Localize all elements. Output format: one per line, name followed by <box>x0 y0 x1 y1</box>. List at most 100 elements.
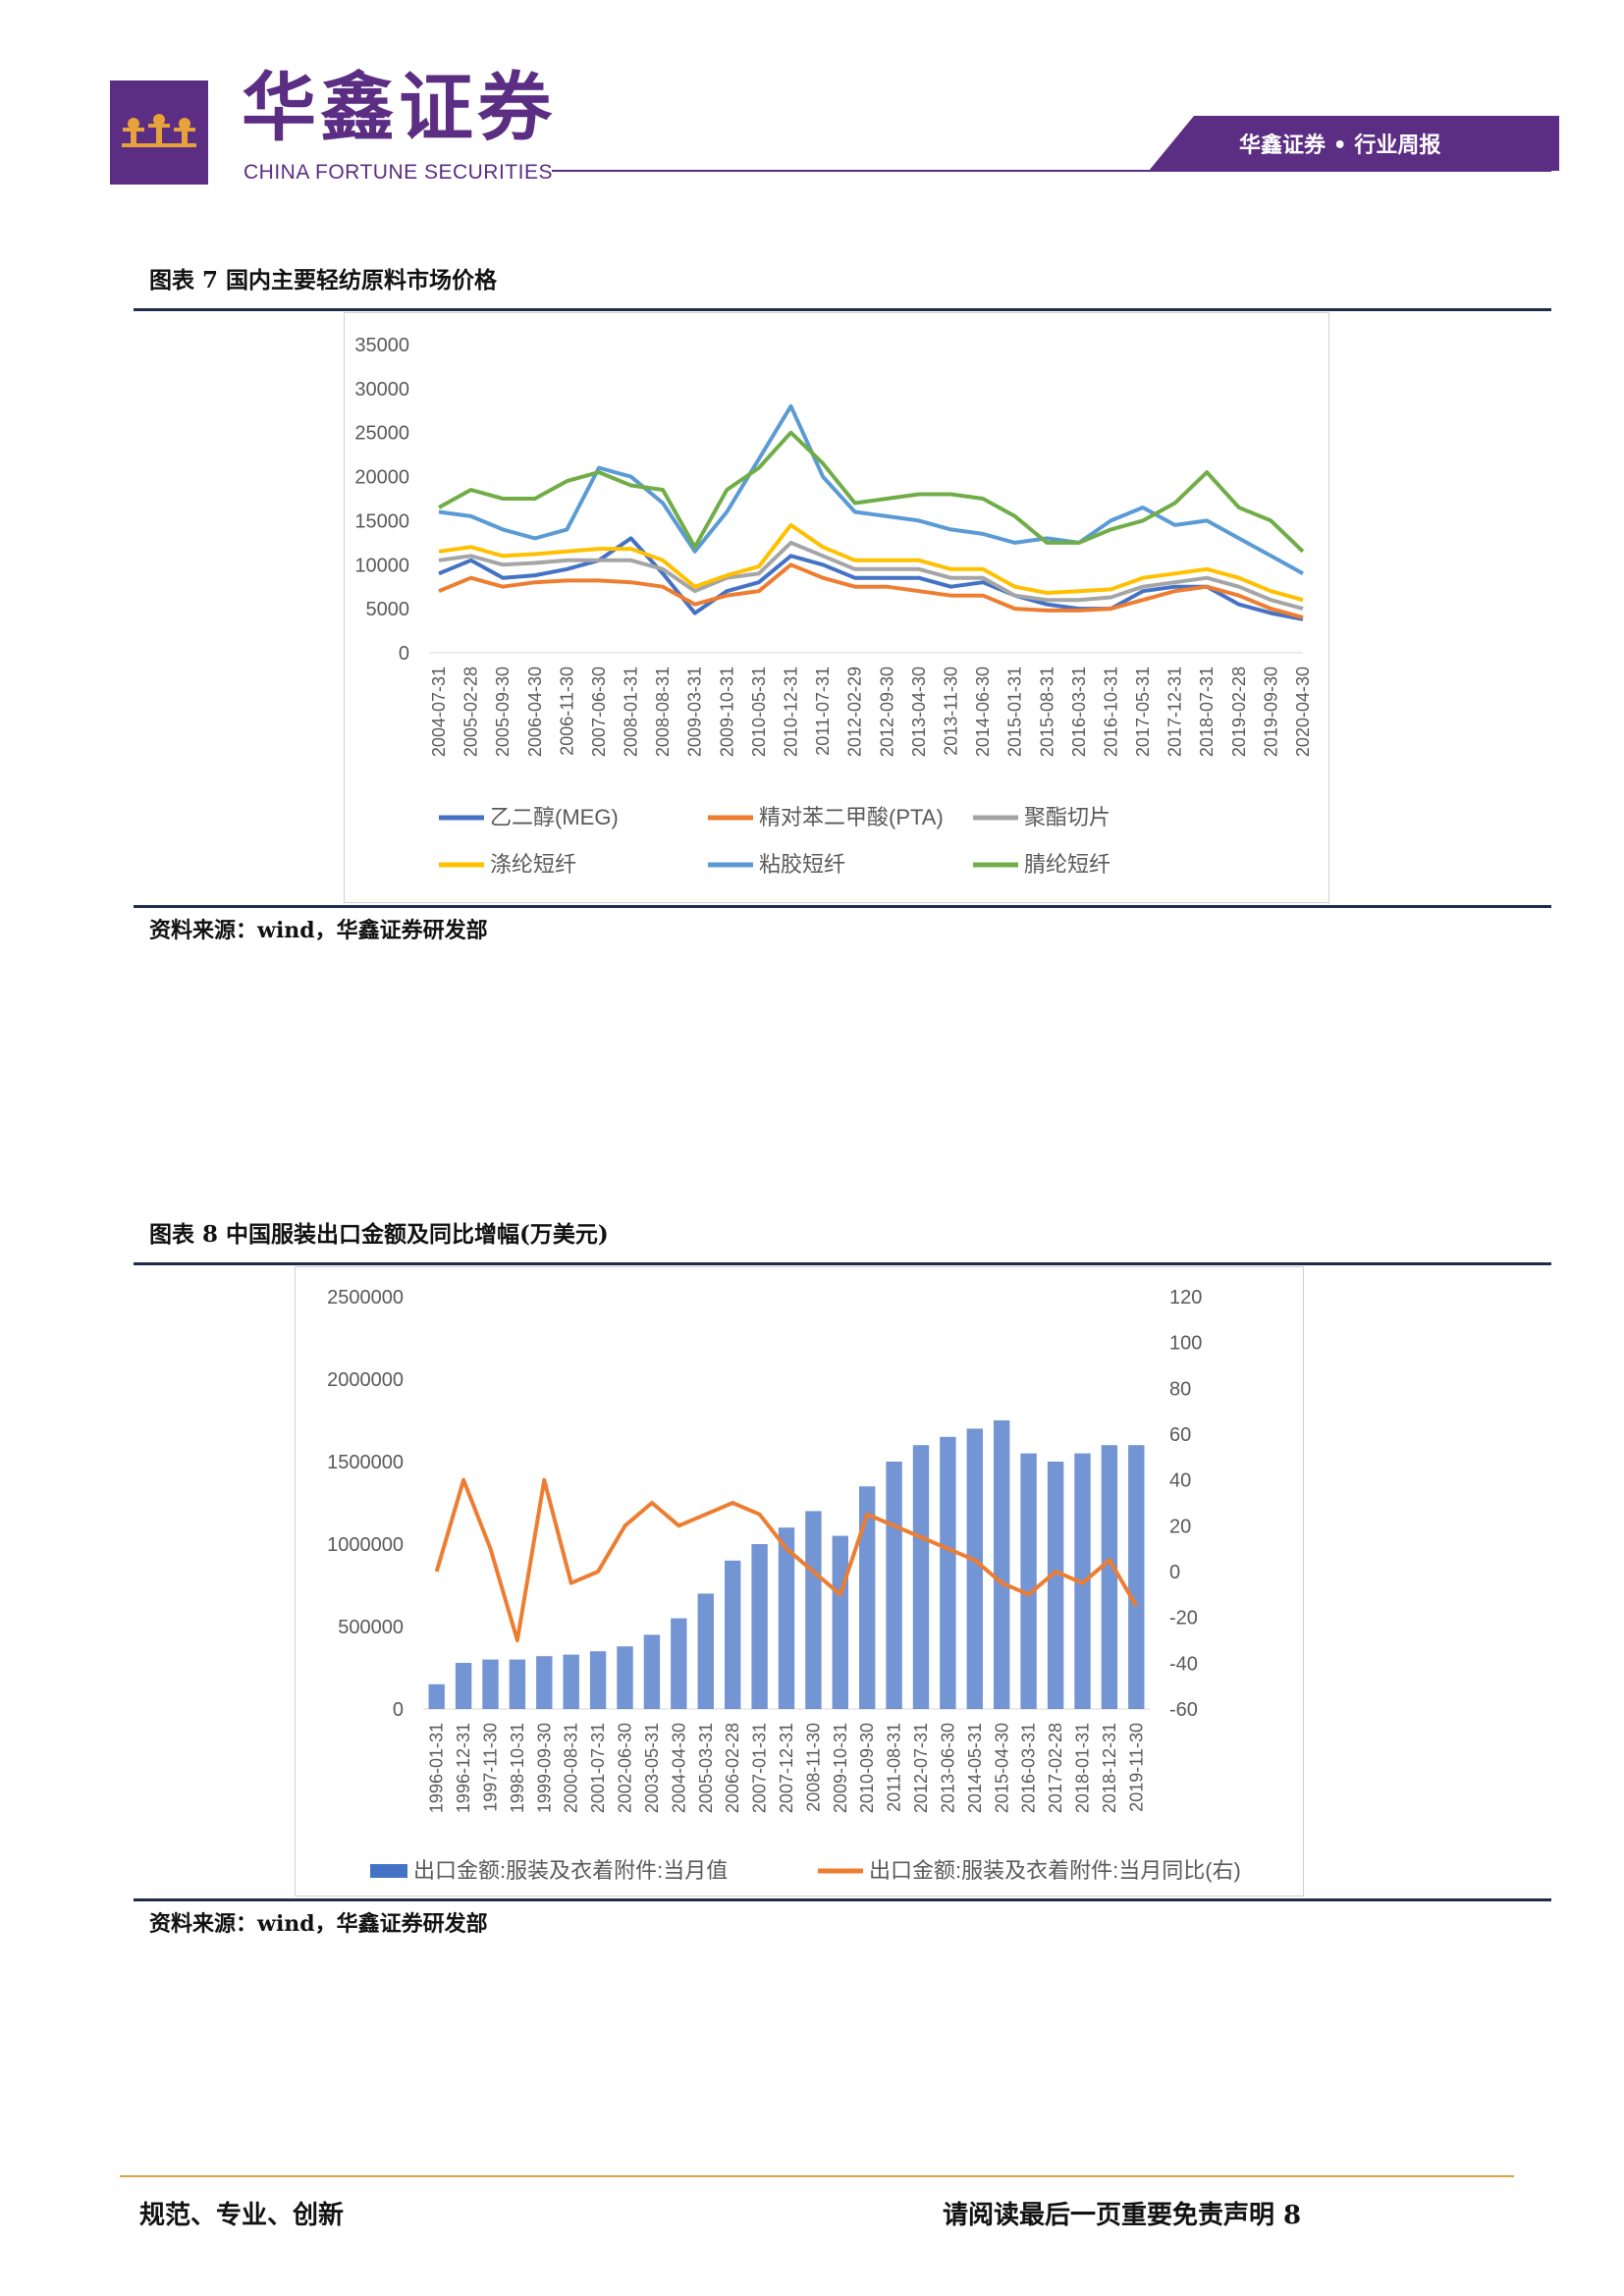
figure-8-bottom-rule <box>134 1898 1551 1901</box>
x-tick-label: 2019-09-30 <box>1261 667 1280 757</box>
x-tick-label: 2008-08-31 <box>653 667 673 757</box>
bar <box>1020 1453 1037 1709</box>
series-line-6 <box>438 430 1305 554</box>
bar <box>966 1428 983 1709</box>
figure-7-title: 图表 7 国内主要轻纺原料市场价格 <box>149 267 498 294</box>
series-line-5 <box>438 403 1304 576</box>
x-tick-label: 2003-05-31 <box>642 1723 662 1813</box>
y-right-tick-label: 120 <box>1169 1287 1202 1308</box>
x-tick-label: 2010-09-30 <box>857 1723 877 1813</box>
y-left-tick-label: 1500000 <box>327 1452 404 1473</box>
legend-label-line: 出口金额:服装及衣着附件:当月同比(右) <box>869 1858 1241 1883</box>
x-tick-label: 1996-01-31 <box>427 1723 447 1813</box>
y-right-tick-label: 0 <box>1169 1562 1180 1583</box>
figure-7-source: 资料来源：wind，华鑫证券研发部 <box>149 918 488 943</box>
x-tick-label: 2006-02-28 <box>723 1723 742 1813</box>
bar <box>643 1634 661 1709</box>
report-type-label: 华鑫证券 • 行业周报 <box>1239 133 1441 158</box>
x-tick-label: 1999-09-30 <box>534 1723 554 1813</box>
y-tick-label: 10000 <box>354 555 409 576</box>
bar <box>455 1663 472 1709</box>
x-tick-label: 2017-05-31 <box>1133 667 1153 757</box>
x-tick-label: 2005-02-28 <box>461 667 481 757</box>
x-tick-label: 2007-01-31 <box>750 1723 770 1813</box>
x-tick-label: 2019-02-28 <box>1229 667 1249 757</box>
y-right-tick-label: -60 <box>1169 1699 1198 1721</box>
brand-name-en: CHINA FORTUNE SECURITIES <box>244 161 553 184</box>
bar <box>940 1436 956 1709</box>
x-tick-label: 2012-02-29 <box>845 667 865 757</box>
x-tick-label: 2017-12-31 <box>1165 667 1185 757</box>
x-tick-label: 2015-04-30 <box>992 1723 1011 1813</box>
figure-7-chart-frame: 35000 30000 25000 20000 15000 10000 5000 0 2004-… <box>344 312 1329 903</box>
y-left-tick-label: 0 <box>393 1699 404 1721</box>
y-tick-label: 0 <box>399 643 409 665</box>
x-tick-label: 1996-12-31 <box>454 1723 473 1813</box>
bar <box>832 1535 848 1709</box>
bar <box>1047 1462 1064 1709</box>
x-tick-label: 2005-03-31 <box>696 1723 716 1813</box>
x-tick-label: 2018-12-31 <box>1100 1723 1119 1813</box>
y-left-tick-label: 1000000 <box>327 1534 404 1556</box>
figure-8-title: 图表 8 中国服装出口金额及同比增幅(万美元) <box>149 1221 609 1248</box>
legend-label-bar: 出口金额:服装及衣着附件:当月值 <box>413 1858 728 1883</box>
y-tick-label: 5000 <box>366 599 410 620</box>
x-tick-label: 2012-07-31 <box>911 1723 931 1813</box>
bar <box>617 1646 633 1709</box>
x-tick-label: 2000-08-31 <box>562 1723 581 1813</box>
x-tick-label: 2014-06-30 <box>973 667 993 757</box>
series-line-2 <box>438 562 1304 620</box>
bar <box>563 1654 579 1709</box>
legend-label: 乙二醇(MEG) <box>490 805 619 829</box>
y-tick-label: 15000 <box>354 510 409 532</box>
y-left-tick-label: 500000 <box>338 1617 404 1638</box>
x-tick-label: 2007-12-31 <box>777 1723 796 1813</box>
header-rule <box>552 170 1551 172</box>
y-right-tick-label: 100 <box>1169 1333 1202 1355</box>
x-tick-label: 2006-11-30 <box>557 667 576 756</box>
series-line-3 <box>438 540 1304 612</box>
figure-7-bottom-rule <box>134 905 1551 908</box>
x-tick-label: 2019-11-30 <box>1126 1723 1146 1812</box>
bar <box>725 1560 741 1709</box>
figure-7-chart: 35000 30000 25000 20000 15000 10000 5000 0 2004-… <box>354 335 1313 877</box>
x-tick-label: 2005-09-30 <box>493 667 513 757</box>
x-tick-label: 1997-11-30 <box>481 1723 501 1812</box>
x-tick-label: 2015-08-31 <box>1037 667 1056 757</box>
bar <box>805 1511 822 1709</box>
legend-label: 聚酯切片 <box>1024 805 1110 829</box>
x-tick-label: 2009-10-31 <box>717 667 736 757</box>
x-tick-label: 2017-02-28 <box>1046 1723 1065 1813</box>
x-tick-label: 2007-06-30 <box>589 667 609 757</box>
figure-8-chart: 2500000 2000000 1500000 1000000 500000 0 120 10… <box>327 1287 1241 1883</box>
legend-swatch-bar <box>370 1864 407 1878</box>
x-tick-label: 2018-01-31 <box>1072 1723 1092 1813</box>
bar <box>671 1618 687 1709</box>
y-right-tick-label: 60 <box>1169 1424 1191 1446</box>
y-left-tick-label: 2500000 <box>327 1287 404 1308</box>
bar <box>912 1445 930 1709</box>
x-tick-label: 2004-07-31 <box>429 667 449 757</box>
y-right-tick-label: 80 <box>1169 1378 1191 1400</box>
figure-7-top-rule <box>134 308 1551 311</box>
series-line-1 <box>438 536 1304 621</box>
x-tick-label: 2011-07-31 <box>813 667 833 756</box>
bar <box>1101 1445 1118 1709</box>
bar <box>428 1683 445 1709</box>
legend-label: 精对苯二甲酸(PTA) <box>759 805 944 829</box>
logo-mark <box>110 80 208 185</box>
legend-label: 腈纶短纤 <box>1024 852 1110 877</box>
bar <box>994 1420 1010 1709</box>
footer-rule <box>120 2175 1514 2177</box>
x-tick-label: 2018-07-31 <box>1197 667 1217 757</box>
y-right-tick-label: 20 <box>1169 1516 1191 1537</box>
figure-8-top-rule <box>134 1262 1551 1265</box>
x-tick-label: 2020-04-30 <box>1293 667 1313 757</box>
y-tick-label: 25000 <box>354 423 409 445</box>
y-tick-label: 30000 <box>354 379 409 400</box>
legend-label: 涤纶短纤 <box>490 852 576 877</box>
figure-8-source: 资料来源：wind，华鑫证券研发部 <box>149 1911 488 1937</box>
bar <box>751 1544 768 1709</box>
x-tick-label: 2010-12-31 <box>782 667 801 757</box>
bar <box>778 1527 795 1709</box>
